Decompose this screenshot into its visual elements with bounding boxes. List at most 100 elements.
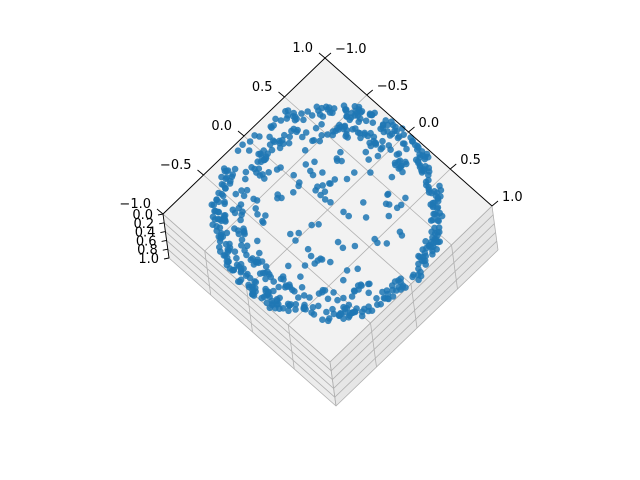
scatter-point xyxy=(425,171,432,179)
scatter-point xyxy=(330,289,337,296)
scatter-point xyxy=(298,284,306,291)
scatter-point xyxy=(242,168,250,176)
scatter-point xyxy=(300,116,307,124)
scatter-point xyxy=(318,132,326,139)
scatter-point xyxy=(430,210,437,218)
scatter-point xyxy=(237,265,245,273)
scatter-point xyxy=(223,257,231,265)
scatter-point xyxy=(355,118,363,126)
scatter-point xyxy=(414,142,421,150)
scatter-point xyxy=(214,208,222,216)
scatter-point xyxy=(301,147,309,154)
scatter-point xyxy=(229,171,236,178)
scatter-point xyxy=(270,287,277,295)
scatter-point xyxy=(238,242,245,249)
scatter-point xyxy=(280,140,287,147)
scatter-point xyxy=(402,284,409,291)
scatter-point xyxy=(324,131,331,138)
scatter-point xyxy=(234,147,242,154)
scatter-point xyxy=(307,252,315,260)
scatter-point xyxy=(341,123,348,131)
scatter-point xyxy=(266,141,274,148)
scatter-point xyxy=(265,288,272,296)
scatter-point xyxy=(403,145,410,153)
scatter-point xyxy=(425,189,433,196)
scatter-point xyxy=(258,294,266,302)
scatter-point xyxy=(366,111,374,119)
scatter-point xyxy=(321,287,329,294)
scatter-point xyxy=(298,110,305,117)
scatter-point xyxy=(270,278,278,285)
scatter-point xyxy=(260,147,268,154)
scatter-point xyxy=(235,278,242,285)
scatter-point xyxy=(385,142,393,149)
scatter-point xyxy=(308,221,316,229)
scatter-point xyxy=(398,162,405,170)
scatter-point xyxy=(420,257,427,265)
scatter-point xyxy=(268,146,276,154)
scatter-point xyxy=(432,238,440,245)
scatter-point xyxy=(295,229,303,237)
y-tick-label: 0.0 xyxy=(419,116,440,131)
scatter-point xyxy=(284,107,292,114)
scatter-point xyxy=(218,181,226,188)
scatter-point xyxy=(239,141,246,148)
y-tick-label: 0.5 xyxy=(460,153,481,168)
x-tick-3 xyxy=(197,169,204,176)
scatter-point xyxy=(415,276,422,284)
scatter-point xyxy=(336,121,343,129)
scatter-point xyxy=(342,106,350,113)
x-tick-label: 0.0 xyxy=(211,119,232,134)
grid-wall-left-1 xyxy=(204,250,212,296)
scatter-point xyxy=(292,237,299,244)
y-tick-4 xyxy=(491,200,499,207)
z-tick-label: 0.0 xyxy=(132,208,153,223)
scatter-point xyxy=(393,204,401,212)
scatter-point xyxy=(262,275,269,283)
grid-y-3 xyxy=(287,168,451,326)
scatter-point xyxy=(398,232,406,239)
scatter-point xyxy=(365,289,373,297)
scatter-point xyxy=(343,131,350,138)
z-tick-label: 0.4 xyxy=(135,226,156,241)
scatter-point xyxy=(292,306,299,313)
scatter-point xyxy=(252,205,259,212)
grid-z-4 xyxy=(167,240,498,398)
scatter-point xyxy=(243,251,250,259)
z-tick-label: 0.2 xyxy=(134,217,155,232)
scatter-point xyxy=(388,282,396,289)
scatter-point xyxy=(327,199,334,206)
x-tick-1 xyxy=(278,91,285,98)
scatter-point xyxy=(235,230,243,238)
scatter-point xyxy=(275,283,283,291)
scatter-point xyxy=(351,169,358,176)
scatter-point xyxy=(434,217,442,224)
scatter-point xyxy=(321,188,329,195)
scatter-point xyxy=(396,157,404,164)
scatter-point xyxy=(304,108,312,115)
scatter-point xyxy=(385,212,393,220)
scatter-point xyxy=(239,208,246,215)
scatter-point xyxy=(263,299,271,307)
z-tick-0 xyxy=(157,213,164,216)
scatter-point xyxy=(297,273,304,281)
scatter-point xyxy=(334,238,342,246)
scatter-point xyxy=(230,266,238,274)
scatter-point xyxy=(265,169,273,176)
scatter-point xyxy=(285,262,292,270)
scatter-point xyxy=(262,153,270,160)
scatter-point xyxy=(302,161,310,168)
scatter-point xyxy=(379,121,387,128)
scatter-point xyxy=(227,177,234,185)
scatter-point xyxy=(397,278,404,286)
scatter-point xyxy=(393,287,400,294)
scatter-point xyxy=(358,312,366,320)
scatter-point xyxy=(340,294,347,302)
scatter-point xyxy=(362,214,370,221)
scatter-point xyxy=(351,103,359,110)
y-tick-0 xyxy=(324,52,332,59)
scatter-point xyxy=(345,301,353,309)
scatter-point xyxy=(379,288,386,296)
scatter-point xyxy=(272,115,279,123)
scatter-point xyxy=(243,242,251,250)
